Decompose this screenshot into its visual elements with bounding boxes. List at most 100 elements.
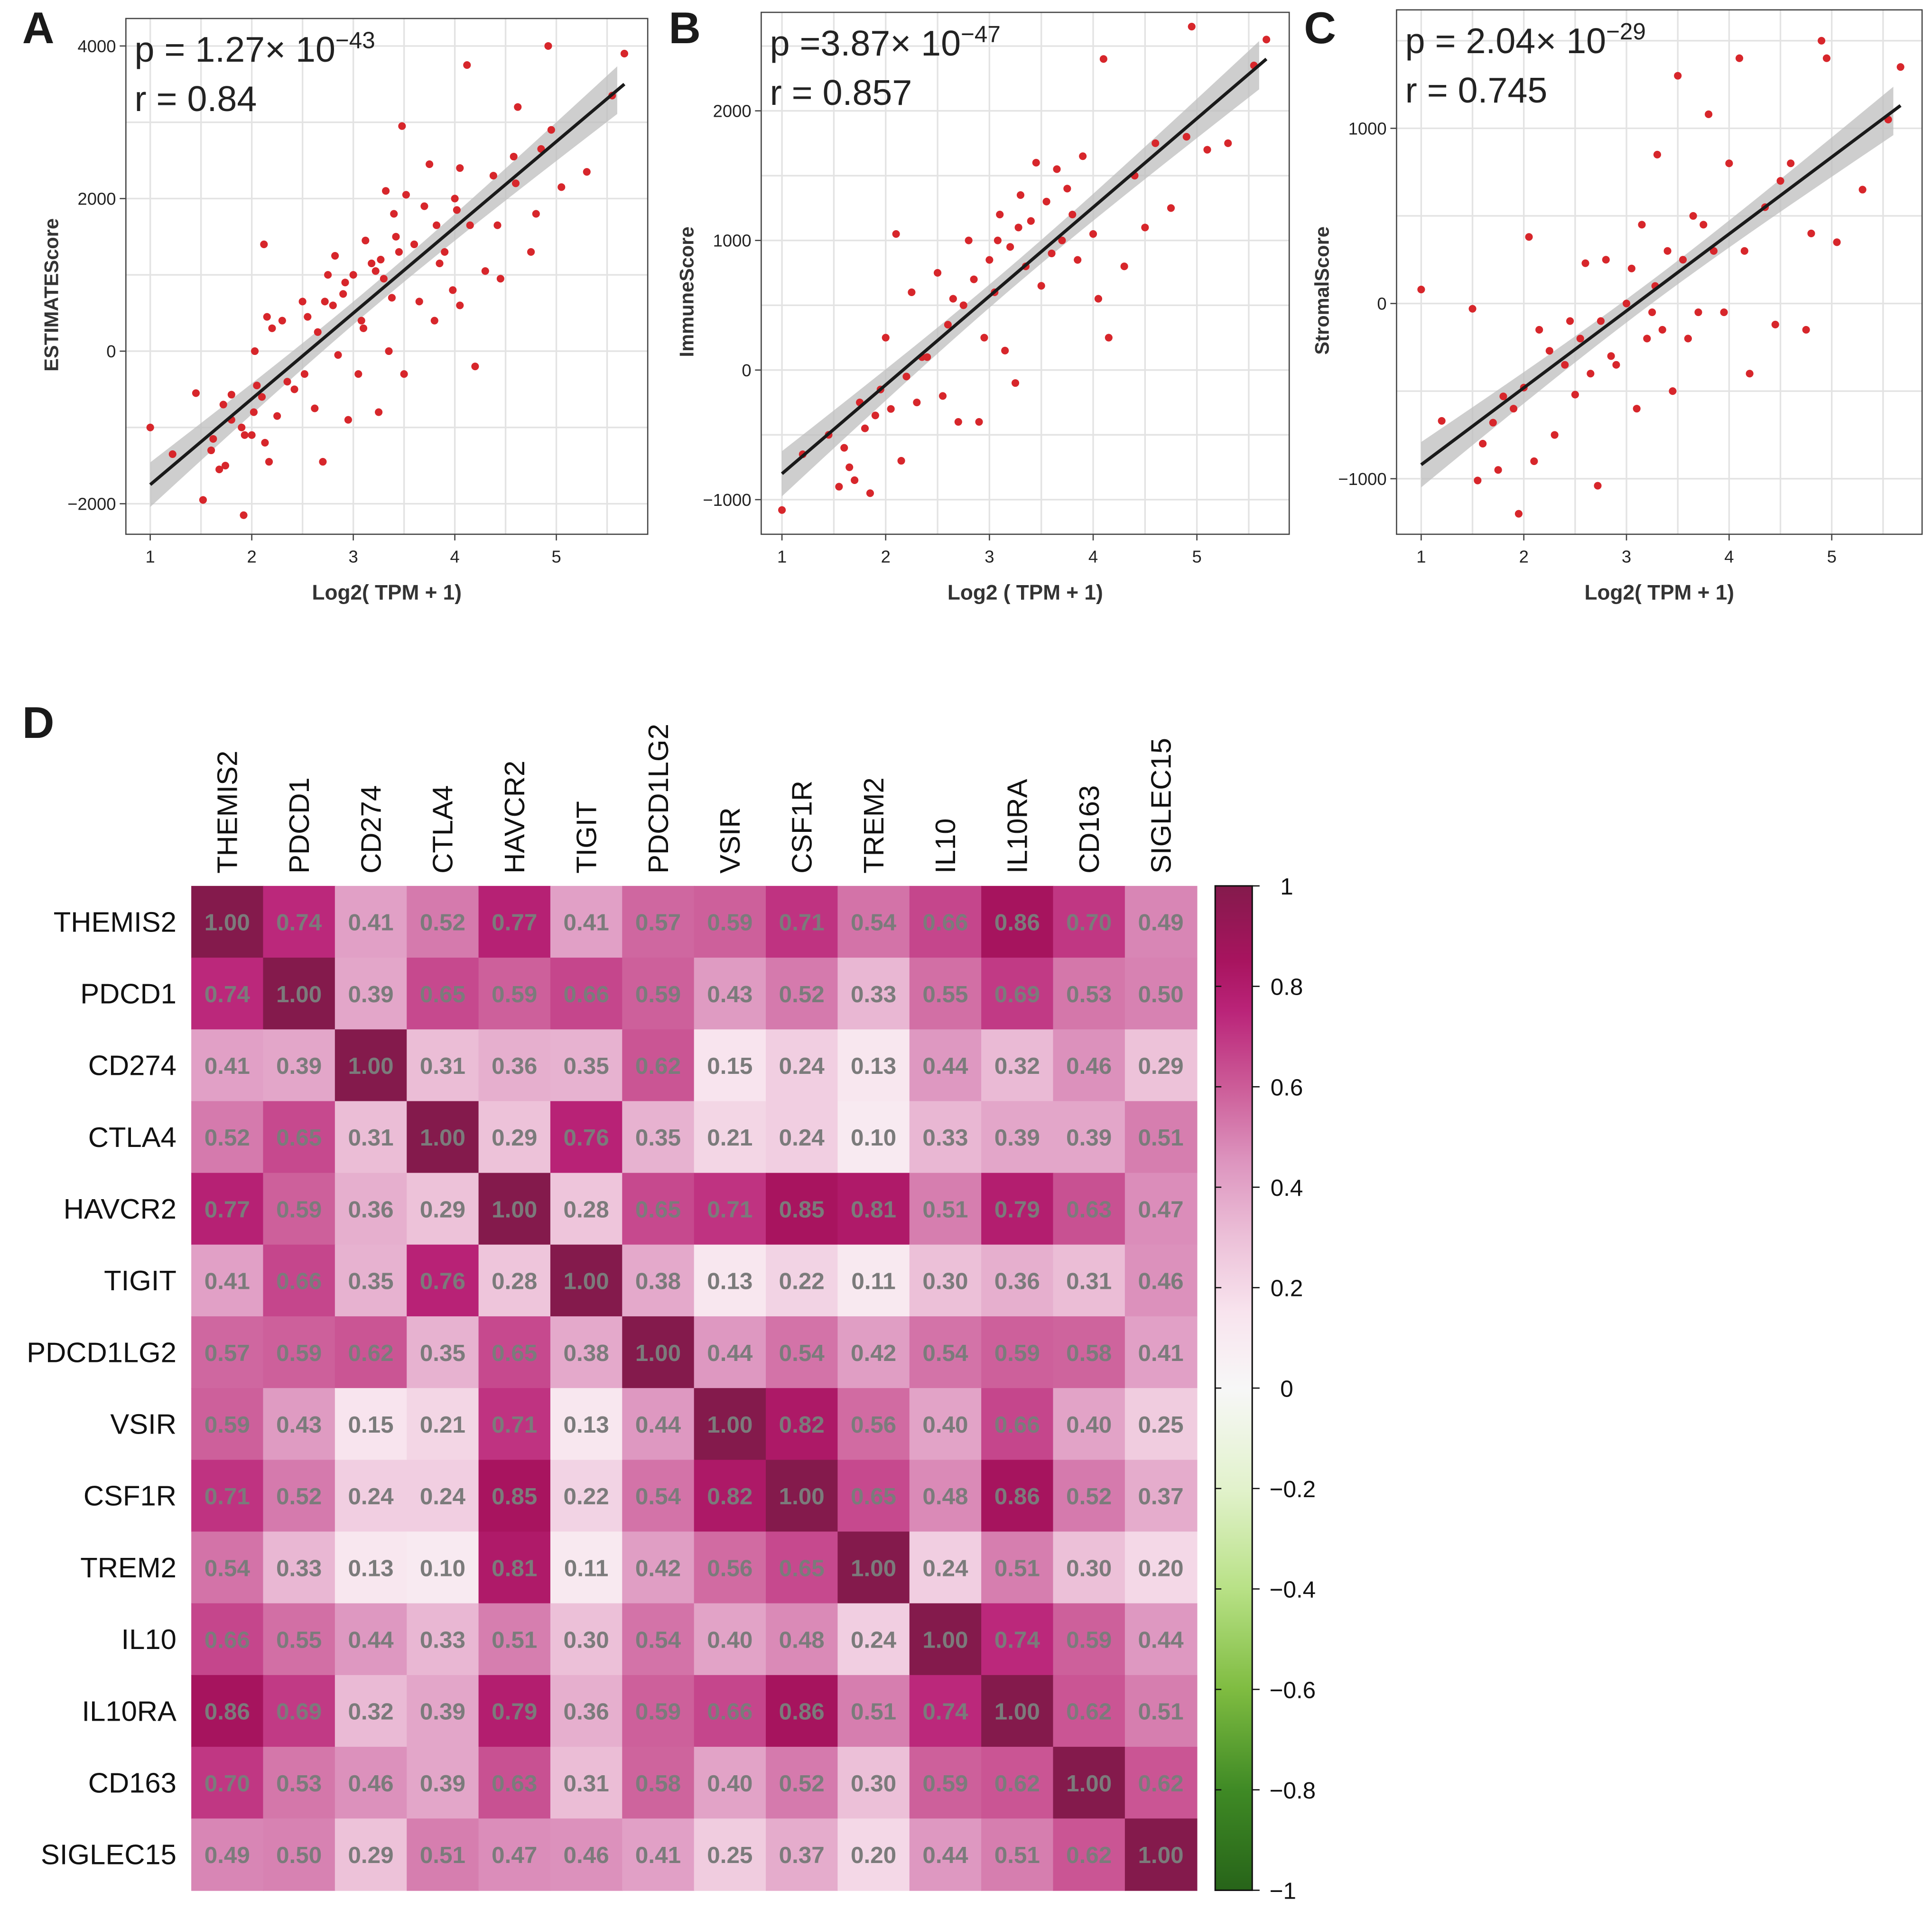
heatmap-cell-value: 0.39 <box>1066 1125 1112 1151</box>
y-tick-label: 1000 <box>713 231 752 251</box>
heatmap-cell-value: 0.63 <box>492 1770 537 1797</box>
data-point <box>311 404 319 412</box>
heatmap-cell <box>191 1747 264 1819</box>
heatmap-cell-value: 1.00 <box>348 1053 393 1079</box>
heatmap-cell <box>766 1603 838 1676</box>
heatmap-cell <box>478 1316 551 1389</box>
data-point <box>349 271 357 279</box>
heatmap-cell <box>909 1603 982 1676</box>
heatmap-cell-value: 0.63 <box>1066 1196 1112 1222</box>
y-tick-label: −1000 <box>703 490 751 510</box>
heatmap-cell-value: 0.56 <box>851 1412 896 1438</box>
heatmap-row-label: IL10 <box>121 1623 176 1655</box>
heatmap-cell <box>622 1388 695 1461</box>
heatmap-cell-value: 0.32 <box>348 1699 393 1725</box>
correlation-label: r = 0.745 <box>1405 70 1548 110</box>
heatmap-cell-value: 0.66 <box>276 1268 322 1295</box>
data-point <box>1740 247 1748 255</box>
heatmap-cell-value: 1.00 <box>420 1125 465 1151</box>
data-point <box>882 334 890 342</box>
heatmap-column-label: PDCD1 <box>283 777 315 874</box>
heatmap-cell <box>191 1244 264 1317</box>
data-point <box>344 416 352 424</box>
heatmap-cell-value: 0.30 <box>851 1770 896 1797</box>
heatmap-cell-value: 0.62 <box>1066 1699 1112 1725</box>
heatmap-cell <box>909 885 982 959</box>
x-tick-label: 4 <box>450 547 459 567</box>
heatmap-row-label: CSF1R <box>84 1480 176 1512</box>
heatmap-cell-value: 1.00 <box>707 1412 752 1438</box>
heatmap-cell-value: 0.59 <box>1066 1627 1112 1653</box>
data-point <box>1525 233 1533 241</box>
data-point <box>1105 334 1113 342</box>
data-point <box>420 202 428 210</box>
heatmap-cell <box>981 1029 1054 1102</box>
scatter-plot-a: 1 2 3 4 5 −2000 0 2000 4000 Log2( TPM + 1) ESTIMAT… <box>40 18 649 605</box>
heatmap-cell <box>981 1101 1054 1174</box>
heatmap-cell <box>909 1531 982 1604</box>
heatmap-cell-value: 0.21 <box>420 1412 465 1438</box>
scatter-plot-b: 1 2 3 4 5 −1000 0 1000 2000 Log2 ( TPM + 1) Immune… <box>675 11 1290 605</box>
heatmap-cell-value: 0.55 <box>276 1627 322 1653</box>
heatmap-cell <box>1124 1244 1198 1317</box>
heatmap-cell <box>981 885 1054 959</box>
data-point <box>1499 392 1507 401</box>
heatmap-cell-value: 0.15 <box>707 1053 752 1079</box>
heatmap-row-label: HAVCR2 <box>64 1193 176 1225</box>
heatmap-column-label: IL10RA <box>1002 779 1033 874</box>
data-point <box>377 255 385 264</box>
heatmap-cell-value: 1.00 <box>1066 1770 1112 1797</box>
data-point <box>1152 139 1160 147</box>
data-point <box>398 122 406 130</box>
data-point <box>341 279 349 287</box>
heatmap-cell <box>550 1818 623 1891</box>
heatmap-cell-value: 0.42 <box>635 1555 681 1581</box>
data-point <box>192 389 200 397</box>
heatmap-cell-value: 1.00 <box>635 1340 681 1366</box>
heatmap-cell-value: 0.51 <box>994 1555 1040 1581</box>
heatmap-cell <box>478 1388 551 1461</box>
heatmap-cell <box>407 1244 479 1317</box>
heatmap-cell <box>334 1531 408 1604</box>
y-axis-title: ESTIMATEScore <box>40 218 62 372</box>
heatmap-cell-value: 0.59 <box>276 1196 322 1222</box>
heatmap-cell-value: 0.43 <box>276 1412 322 1438</box>
heatmap-cell-value: 0.24 <box>420 1483 466 1509</box>
data-point <box>1833 238 1841 246</box>
heatmap-cell <box>334 1675 408 1748</box>
heatmap-cell-value: 0.29 <box>348 1842 393 1868</box>
heatmap-cell-value: 0.53 <box>276 1770 322 1797</box>
heatmap-cell <box>766 1388 838 1461</box>
data-point <box>1705 110 1713 118</box>
heatmap-cell-value: 0.65 <box>492 1340 537 1366</box>
data-point <box>1776 177 1784 185</box>
heatmap-cell <box>407 1029 479 1102</box>
heatmap-cell-value: 1.00 <box>564 1268 609 1295</box>
heatmap-cell <box>981 1316 1054 1389</box>
data-point <box>436 260 444 268</box>
heatmap-column-label: HAVCR2 <box>499 761 530 874</box>
data-point <box>1468 305 1477 313</box>
heatmap-cell <box>766 1675 838 1748</box>
colorbar-tick-label: 0.6 <box>1271 1074 1303 1100</box>
heatmap-cell <box>1053 1244 1126 1317</box>
heatmap-cell-value: 0.58 <box>1066 1340 1112 1366</box>
heatmap-cell <box>694 1244 767 1317</box>
heatmap-cell-value: 0.36 <box>564 1699 609 1725</box>
heatmap-column-label: TREM2 <box>858 777 890 874</box>
scatter-plot-c: 1 2 3 4 5 −1000 0 1000 Log2( TPM + 1) StromalScor… <box>1310 9 1923 605</box>
data-point <box>887 405 895 413</box>
heatmap-cell-value: 0.36 <box>994 1268 1040 1295</box>
data-point <box>1048 249 1056 258</box>
heatmap-cell <box>909 1460 982 1532</box>
heatmap-cell <box>550 1244 623 1317</box>
heatmap-cell-value: 0.32 <box>994 1053 1040 1079</box>
heatmap-cell <box>191 1029 264 1102</box>
heatmap-cell-value: 0.86 <box>994 910 1040 936</box>
heatmap-cell-value: 0.22 <box>779 1268 825 1295</box>
data-point <box>1167 204 1175 212</box>
data-point <box>456 164 464 172</box>
heatmap-cell <box>1053 1388 1126 1461</box>
heatmap-cell <box>478 1531 551 1604</box>
